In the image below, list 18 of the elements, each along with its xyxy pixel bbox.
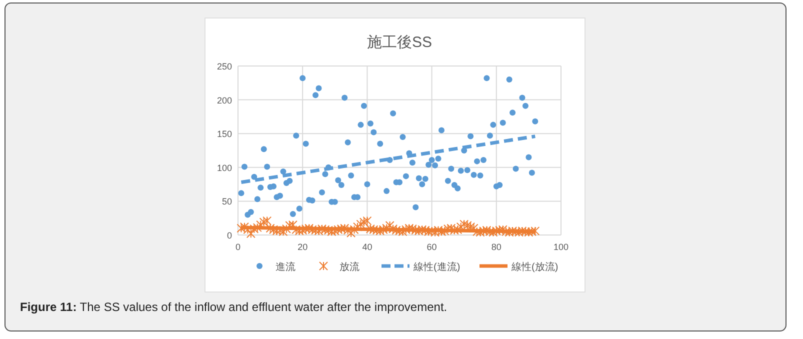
- x-tick-label: 0: [235, 242, 241, 252]
- x-tick-label: 20: [298, 242, 308, 252]
- legend-label: 線性(進流): [412, 261, 460, 273]
- x-tick-label: 100: [553, 242, 569, 252]
- legend-label: 線性(放流): [510, 261, 558, 273]
- caption: Figure 11: The SS values of the inflow and effluent water after the improvement.: [20, 300, 448, 314]
- y-tick-label: 50: [222, 196, 232, 207]
- chart-title: 施工後SS: [366, 34, 432, 51]
- x-tick-label: 60: [426, 242, 437, 252]
- legend-label: 進流: [276, 261, 296, 273]
- legend-label: 放流: [340, 261, 360, 273]
- x-tick-label: 80: [491, 242, 502, 252]
- y-tick-label: 250: [216, 62, 232, 72]
- y-tick-label: 100: [216, 162, 232, 173]
- y-tick-label: 200: [216, 95, 232, 106]
- y-tick-label: 150: [216, 129, 232, 140]
- y-tick-label: 0: [226, 230, 232, 240]
- x-tick-label: 40: [362, 242, 372, 252]
